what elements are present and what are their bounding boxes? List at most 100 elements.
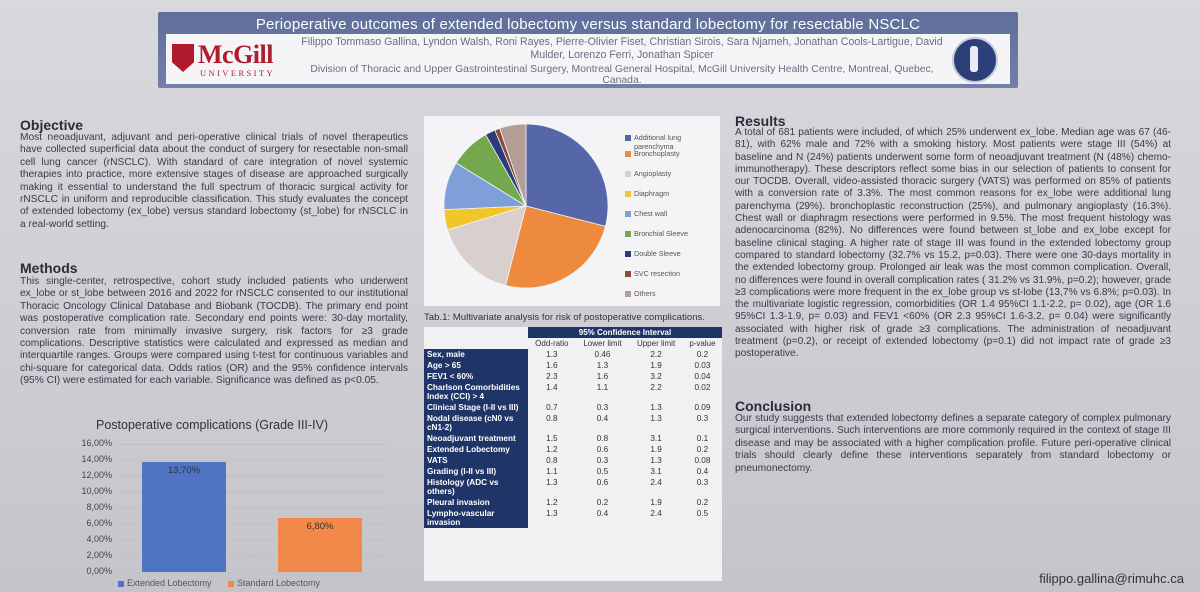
table-row: Charlson Comorbidities Index (CCI) > 4 1.… [424,382,722,402]
multivariate-table: 95% Confidence Interval Odd-ratio Lower … [424,327,722,581]
legend-standard: Standard Lobectomy [228,578,320,588]
pie-legend-swatch [625,271,631,277]
table-caption: Tab.1: Multivariate analysis for risk of… [424,312,706,323]
objective-heading: Objective [20,117,84,133]
col-p-value: p-value [682,338,722,349]
pie-slice [499,123,527,207]
table-cell: 0.4 [596,414,609,423]
table-cell: 3.1 [650,467,662,476]
conclusion-heading: Conclusion [735,398,812,414]
y-tick-label: 10,00% [81,486,112,496]
table-cell: 2.2 [650,350,662,359]
table-cell: 2.4 [650,509,662,518]
header-card: McGill UNIVERSITY Filippo Tommaso Gallin… [166,34,1010,86]
pie-legend-swatch [625,135,631,141]
row-label: Age > 65 [424,360,528,371]
table-row: Clinical Stage (I-II vs III) 0.7 0.3 1.3 0.0… [424,402,722,413]
table-cell: 1.6 [546,361,558,370]
pie-legend-item: Chest wall [625,209,716,219]
legend-label-extended: Extended Lobectomy [127,578,212,588]
legend-swatch-standard [228,580,234,587]
gridline [116,524,388,525]
pie-legend-item: Diaphragm [625,189,716,199]
table-cell: 0.2 [696,498,709,507]
table-cell: 0.3 [596,403,609,412]
pie-legend-label: Angioplasty [634,169,672,178]
pie-legend-item: Additional lung parenchyma [625,133,716,151]
y-tick-label: 2,00% [86,550,112,560]
table-cell: 1.3 [650,403,662,412]
y-tick-label: 0,00% [86,566,112,576]
pie-legend-item: Angioplasty [625,169,716,179]
table-cell: 0.2 [596,498,609,507]
contact-email[interactable]: filippo.gallina@rimuhc.ca [1039,571,1184,586]
pie-legend-swatch [625,251,631,257]
objective-text: Most neoadjuvant, adjuvant and peri-oper… [20,132,408,230]
table-cell: 1.1 [596,383,609,392]
y-tick-label: 8,00% [86,502,112,512]
table-cell: 1.1 [546,467,558,476]
table-cell: 1.6 [596,372,609,381]
row-label: Nodal disease (cN0 vs cN1-2) [424,413,528,433]
pie-legend-label: Additional lung parenchyma [634,133,682,151]
pie-legend-label: Diaphragm [634,189,670,198]
table-cell: 1.9 [650,445,662,454]
table-row: Sex, male 1.3 0.46 2.2 0.2 [424,349,722,360]
pie-legend-item: Others [625,289,716,299]
pie-legend-label: Others [634,289,656,298]
logo-subtitle: UNIVERSITY [200,68,275,78]
pie-legend-swatch [625,191,631,197]
pie-legend-item: Bronchoplasty [625,149,716,159]
table-corner-2 [424,338,528,349]
gridline [116,572,388,573]
row-label: VATS [424,455,528,466]
row-label: Sex, male [424,349,528,360]
table-row: Nodal disease (cN0 vs cN1-2) 0.8 0.4 1.3 0.3 [424,413,722,433]
table-cell: 0.6 [596,445,609,454]
table-row: Extended Lobectomy 1.2 0.6 1.9 0.2 [424,444,722,455]
conclusion-text: Our study suggests that extended lobecto… [735,413,1171,474]
pie-legend-swatch [625,151,631,157]
methods-heading: Methods [20,260,78,276]
bar-chart-title: Postoperative complications (Grade III-I… [96,418,329,432]
pie-legend-swatch [625,171,631,177]
table-cell: 0.3 [696,478,709,487]
bar [278,517,362,572]
pie-slice [525,123,609,227]
y-tick-label: 4,00% [86,534,112,544]
y-tick-label: 12,00% [81,470,112,480]
bar-value-label: 13,70% [167,465,201,477]
table-cell: 1.9 [650,361,662,370]
results-heading: Results [735,113,786,129]
row-label: Neoadjuvant treatment [424,433,528,444]
table-corner [424,327,528,338]
table-cell: 1.4 [546,383,558,392]
table-cell: 1.3 [650,414,662,423]
poster-header: Perioperative outcomes of extended lobec… [158,12,1018,88]
table-row: VATS 0.8 0.3 1.3 0.08 [424,455,722,466]
table-row: Lympho-vascular invasion 1.3 0.4 2.4 0.5 [424,508,722,528]
pie-legend-swatch [625,231,631,237]
row-label: FEV1 < 60% [424,371,528,382]
table-group-header: 95% Confidence Interval [528,327,722,338]
table-cell: 2.2 [650,383,662,392]
row-label: Lympho-vascular invasion [424,508,528,528]
gridline [116,540,388,541]
table-cell: 0.5 [596,467,609,476]
table-cell: 0.46 [594,350,611,359]
mcgill-shield-icon [172,44,194,72]
institution-seal-icon [952,37,998,83]
table-cell: 0.3 [596,456,609,465]
pie-legend-swatch [625,211,631,217]
y-tick-label: 14,00% [81,454,112,464]
gridline [116,508,388,509]
col-lower-limit: Lower limit [575,338,630,349]
table-cell: 0.4 [696,467,709,476]
table-cell: 2.4 [650,478,662,487]
gridline [116,476,388,477]
table-cell: 1.3 [596,361,609,370]
y-tick-label: 6,00% [86,518,112,528]
table-cell: 1.3 [546,509,558,518]
pie-legend-label: Double Sleeve [634,249,681,258]
affiliation: Division of Thoracic and Upper Gastroint… [310,64,934,86]
